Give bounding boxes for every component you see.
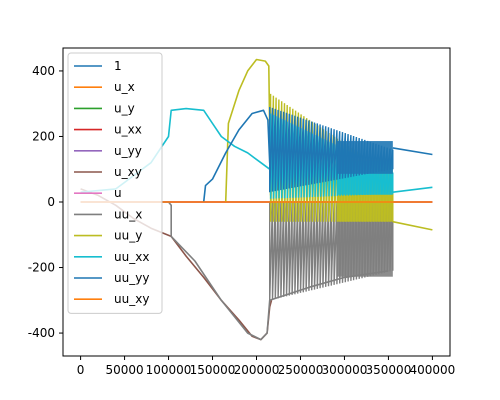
series-tail-uu-yy — [392, 147, 433, 156]
series-uu-yy — [202, 107, 433, 203]
legend-label: uu_yy — [114, 271, 149, 285]
legend-label: uu_y — [114, 229, 142, 243]
legend-label: uu_xx — [114, 250, 149, 264]
series-line-uu-yy — [202, 109, 271, 203]
legend-box — [67, 52, 163, 314]
legend-label: u_xx — [114, 123, 142, 137]
x-tick-label: 350000 — [366, 363, 412, 377]
legend-label: u_yy — [114, 144, 142, 158]
x-tick-label: 100000 — [146, 363, 192, 377]
series-tail-uu-y — [392, 220, 433, 231]
x-tick-label: 150000 — [190, 363, 236, 377]
x-tick-label: 200000 — [234, 363, 280, 377]
y-tick-label: -200 — [28, 261, 55, 275]
legend-label: u_xy — [114, 165, 142, 179]
x-tick-label: 0 — [77, 363, 85, 377]
legend-label: u_x — [114, 80, 135, 94]
legend-label: uu_x — [114, 207, 142, 221]
legend-label: 1 — [114, 59, 122, 73]
y-tick-label: 200 — [32, 129, 55, 143]
y-tick-label: 0 — [47, 195, 55, 209]
x-tick-label: 50000 — [105, 363, 143, 377]
series-tail-uu-xx — [392, 186, 433, 193]
legend-label: uu_xy — [114, 292, 149, 306]
axis-layer: 0 50000 1000001500002000002500003000003500… — [28, 64, 456, 377]
series-band-fill-uu-yy — [337, 141, 393, 174]
legend: 1 u_x u_y u_xx u_yy u_xyu uu_x uu_y uu_xx uu_yyuu… — [67, 52, 163, 314]
y-tick-label: -400 — [28, 326, 55, 340]
x-tick-label: 250000 — [278, 363, 324, 377]
x-tick-label: 300000 — [322, 363, 368, 377]
y-tick-label: 400 — [32, 64, 55, 78]
series-line-uu-y — [224, 58, 272, 203]
legend-label: u_y — [114, 101, 135, 115]
legend-label: u — [114, 186, 122, 200]
series-line-uu-x — [80, 201, 389, 341]
x-tick-label: 400000 — [410, 363, 456, 377]
